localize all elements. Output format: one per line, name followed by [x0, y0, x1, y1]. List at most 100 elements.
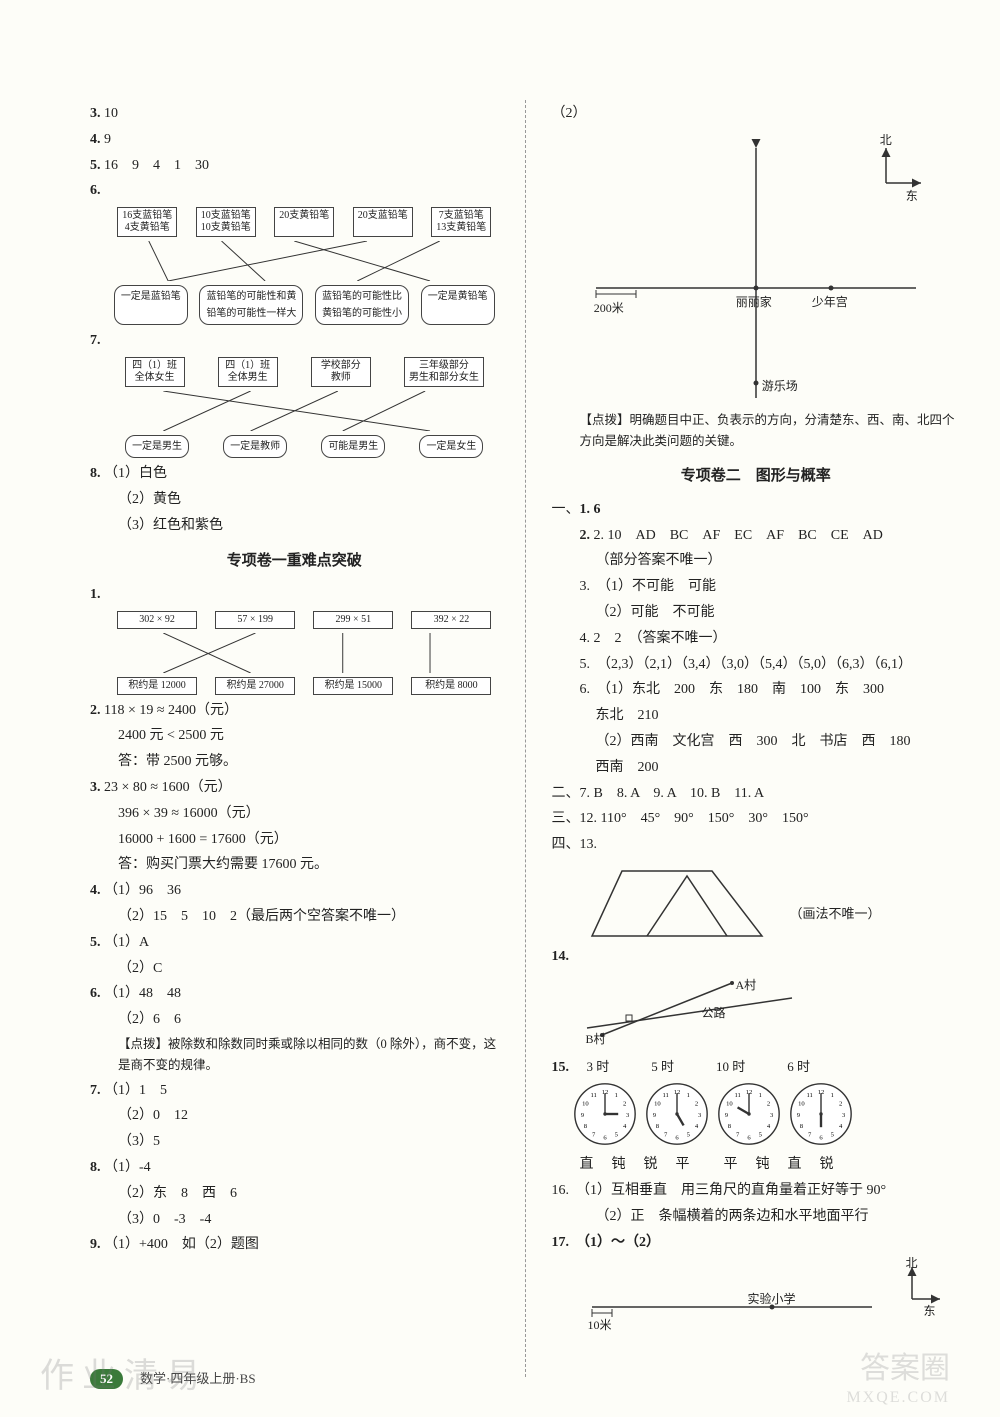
lbl-p2: 少年宫 — [812, 292, 848, 312]
q6-bot-2: 蓝铅笔的可能性比黄铅笔的可能性小 — [315, 285, 409, 325]
s1-q2b: （部分答案不唯一） — [552, 549, 961, 573]
svg-text:10: 10 — [654, 1101, 661, 1108]
q6-bot-0: 一定是蓝铅笔 — [114, 285, 188, 325]
svg-text:11: 11 — [590, 1093, 596, 1100]
p5-num: 5. — [90, 935, 101, 950]
svg-text:1: 1 — [686, 1093, 689, 1100]
section-b-title: 专项卷二 图形与概率 — [552, 464, 961, 490]
trapezoid-note: （画法不唯一） — [790, 903, 881, 925]
lbl-north: 北 — [880, 130, 892, 150]
p8-a: （1）-4 — [104, 1160, 151, 1175]
p4-num: 4. — [90, 883, 101, 898]
p6-tip: 【点拨】被除数和除数同时乘或除以相同的数（0 除外），商不变，这是商不变的规律。 — [90, 1034, 499, 1077]
p1-top: 302 × 92 57 × 199 299 × 51 392 × 22 — [110, 611, 499, 629]
p1-num: 1. — [90, 587, 101, 602]
q5-num: 5. — [90, 158, 101, 173]
q8-num: 8. — [90, 466, 101, 481]
q3-val: 10 — [104, 106, 118, 121]
p1-bot-0: 积约是 12000 — [117, 677, 197, 695]
p2-num: 2. — [90, 703, 101, 718]
q7-top-2: 学校部分教师 — [311, 357, 371, 387]
q7-top-3: 三年级部分男生和部分女生 — [404, 357, 484, 387]
q7-top-row: 四（1）班全体女生 四（1）班全体男生 学校部分教师 三年级部分男生和部分女生 — [110, 357, 499, 387]
q17-school: 实验小学 — [748, 1289, 796, 1309]
q4-num: 4. — [90, 132, 101, 147]
coord-tip: 【点拨】明确题目中正、负表示的方向，分清楚东、西、南、北四个方向是解决此类问题的… — [552, 410, 961, 453]
svg-text:11: 11 — [734, 1093, 740, 1100]
p4-b: （2）15 5 10 2（最后两个空答案不唯一） — [90, 905, 499, 929]
p3: 3. 23 × 80 ≈ 1600（元） — [90, 776, 499, 800]
q8: 8. （1）白色 — [90, 462, 499, 486]
q14-fig: A村 B村 公路 — [582, 973, 961, 1052]
left-column: 3. 10 4. 9 5. 16 9 4 1 30 6. 16支蓝铅笔4支黄铅笔… — [90, 100, 499, 1377]
q6-num: 6. — [90, 183, 101, 198]
q14-b: B村 — [586, 1029, 606, 1049]
svg-text:11: 11 — [806, 1093, 812, 1100]
q7-num: 7. — [90, 333, 101, 348]
q17-east: 东 — [924, 1301, 936, 1321]
svg-text:2: 2 — [766, 1101, 769, 1108]
clock-3: 123456789101112 — [788, 1081, 854, 1147]
lbl-p1: 丽丽家 — [736, 292, 772, 312]
watermark-3: MXQE.COM — [846, 1389, 950, 1407]
svg-text:2: 2 — [694, 1101, 697, 1108]
p7-c: （3）5 — [90, 1130, 499, 1154]
p1-top-1: 57 × 199 — [215, 611, 295, 629]
clock-2: 123456789101112 — [716, 1081, 782, 1147]
coord-qnum: （2） — [552, 102, 961, 126]
q7-top-1: 四（1）班全体男生 — [218, 357, 278, 387]
s1-q6c: （2）西南 文化宫 西 300 北 书店 西 180 — [552, 730, 961, 754]
lbl-p3: 游乐场 — [762, 376, 798, 396]
s1-h: 一、 — [552, 502, 580, 517]
p3-l1: 23 × 80 ≈ 1600（元） — [104, 780, 232, 795]
p9-a: （1）+400 如（2）题图 — [104, 1237, 259, 1252]
lbl-scale: 200米 — [594, 298, 624, 318]
p1-top-2: 299 × 51 — [313, 611, 393, 629]
q15-num: 15. — [552, 1060, 570, 1075]
p6: 6. （1）48 48 — [90, 982, 499, 1006]
p6-num: 6. — [90, 986, 101, 1001]
svg-text:10: 10 — [726, 1101, 733, 1108]
q17: 17. （1）～（2） — [552, 1231, 961, 1255]
p6-a: （1）48 48 — [104, 986, 181, 1001]
lbl-east: 东 — [906, 186, 918, 206]
q6-top-3: 20支蓝铅笔 — [353, 207, 413, 237]
q5: 5. 16 9 4 1 30 — [90, 154, 499, 178]
p1-top-3: 392 × 22 — [411, 611, 491, 629]
s1-q6a: 6. （1）东北 200 东 180 南 100 东 300 — [552, 678, 961, 702]
svg-text:2: 2 — [622, 1101, 625, 1108]
s1-q3b: （2）可能 不可能 — [552, 601, 961, 625]
q6: 6. 16支蓝铅笔4支黄铅笔 10支蓝铅笔10支黄铅笔 20支黄铅笔 20支蓝铅… — [90, 179, 499, 325]
q7: 7. 四（1）班全体女生 四（1）班全体男生 学校部分教师 三年级部分男生和部分… — [90, 329, 499, 458]
q6-top-2: 20支黄铅笔 — [274, 207, 334, 237]
p4: 4. （1）96 36 — [90, 879, 499, 903]
p7: 7. （1）1 5 — [90, 1079, 499, 1103]
t2: 10 时 — [716, 1056, 745, 1078]
svg-text:11: 11 — [662, 1093, 668, 1100]
q3: 3. 10 — [90, 102, 499, 126]
p1-bot-1: 积约是 27000 — [215, 677, 295, 695]
p5-b: （2）C — [90, 957, 499, 981]
coord-diagram: 北 东 200米 丽丽家 少年宫 游乐场 — [586, 128, 926, 408]
p1-bot: 积约是 12000 积约是 27000 积约是 15000 积约是 8000 — [110, 677, 499, 695]
q17-fig: 10米 实验小学 北 东 — [582, 1259, 961, 1329]
s1-q3a: 3. （1）不可能 可能 — [552, 575, 961, 599]
q15-row: 直 钝 锐 平 平 钝 直 锐 — [552, 1153, 961, 1177]
clocks: 1234567891011121234567891011121234567891… — [572, 1081, 961, 1147]
q14-road: 公路 — [702, 1003, 726, 1023]
q4-val: 9 — [104, 132, 111, 147]
q5-vals: 16 9 4 1 30 — [104, 158, 209, 173]
p2: 2. 118 × 19 ≈ 2400（元） — [90, 699, 499, 723]
svg-text:1: 1 — [758, 1093, 761, 1100]
p9-num: 9. — [90, 1237, 101, 1252]
q6-top-0: 16支蓝铅笔4支黄铅笔 — [117, 207, 177, 237]
p1-bot-2: 积约是 15000 — [313, 677, 393, 695]
p8-c: （3）0 -3 -4 — [90, 1208, 499, 1232]
q7-bot-1: 一定是教师 — [223, 435, 287, 458]
s1-q2a: 2. 2. 10 AD BC AF EC AF BC CE AD — [552, 524, 961, 548]
p2-l2: 2400 元 < 2500 元 — [90, 724, 499, 748]
q8-c: （3）红色和紫色 — [90, 514, 499, 538]
p8-num: 8. — [90, 1160, 101, 1175]
column-divider — [525, 100, 526, 1377]
p6-b: （2）6 6 — [90, 1008, 499, 1032]
